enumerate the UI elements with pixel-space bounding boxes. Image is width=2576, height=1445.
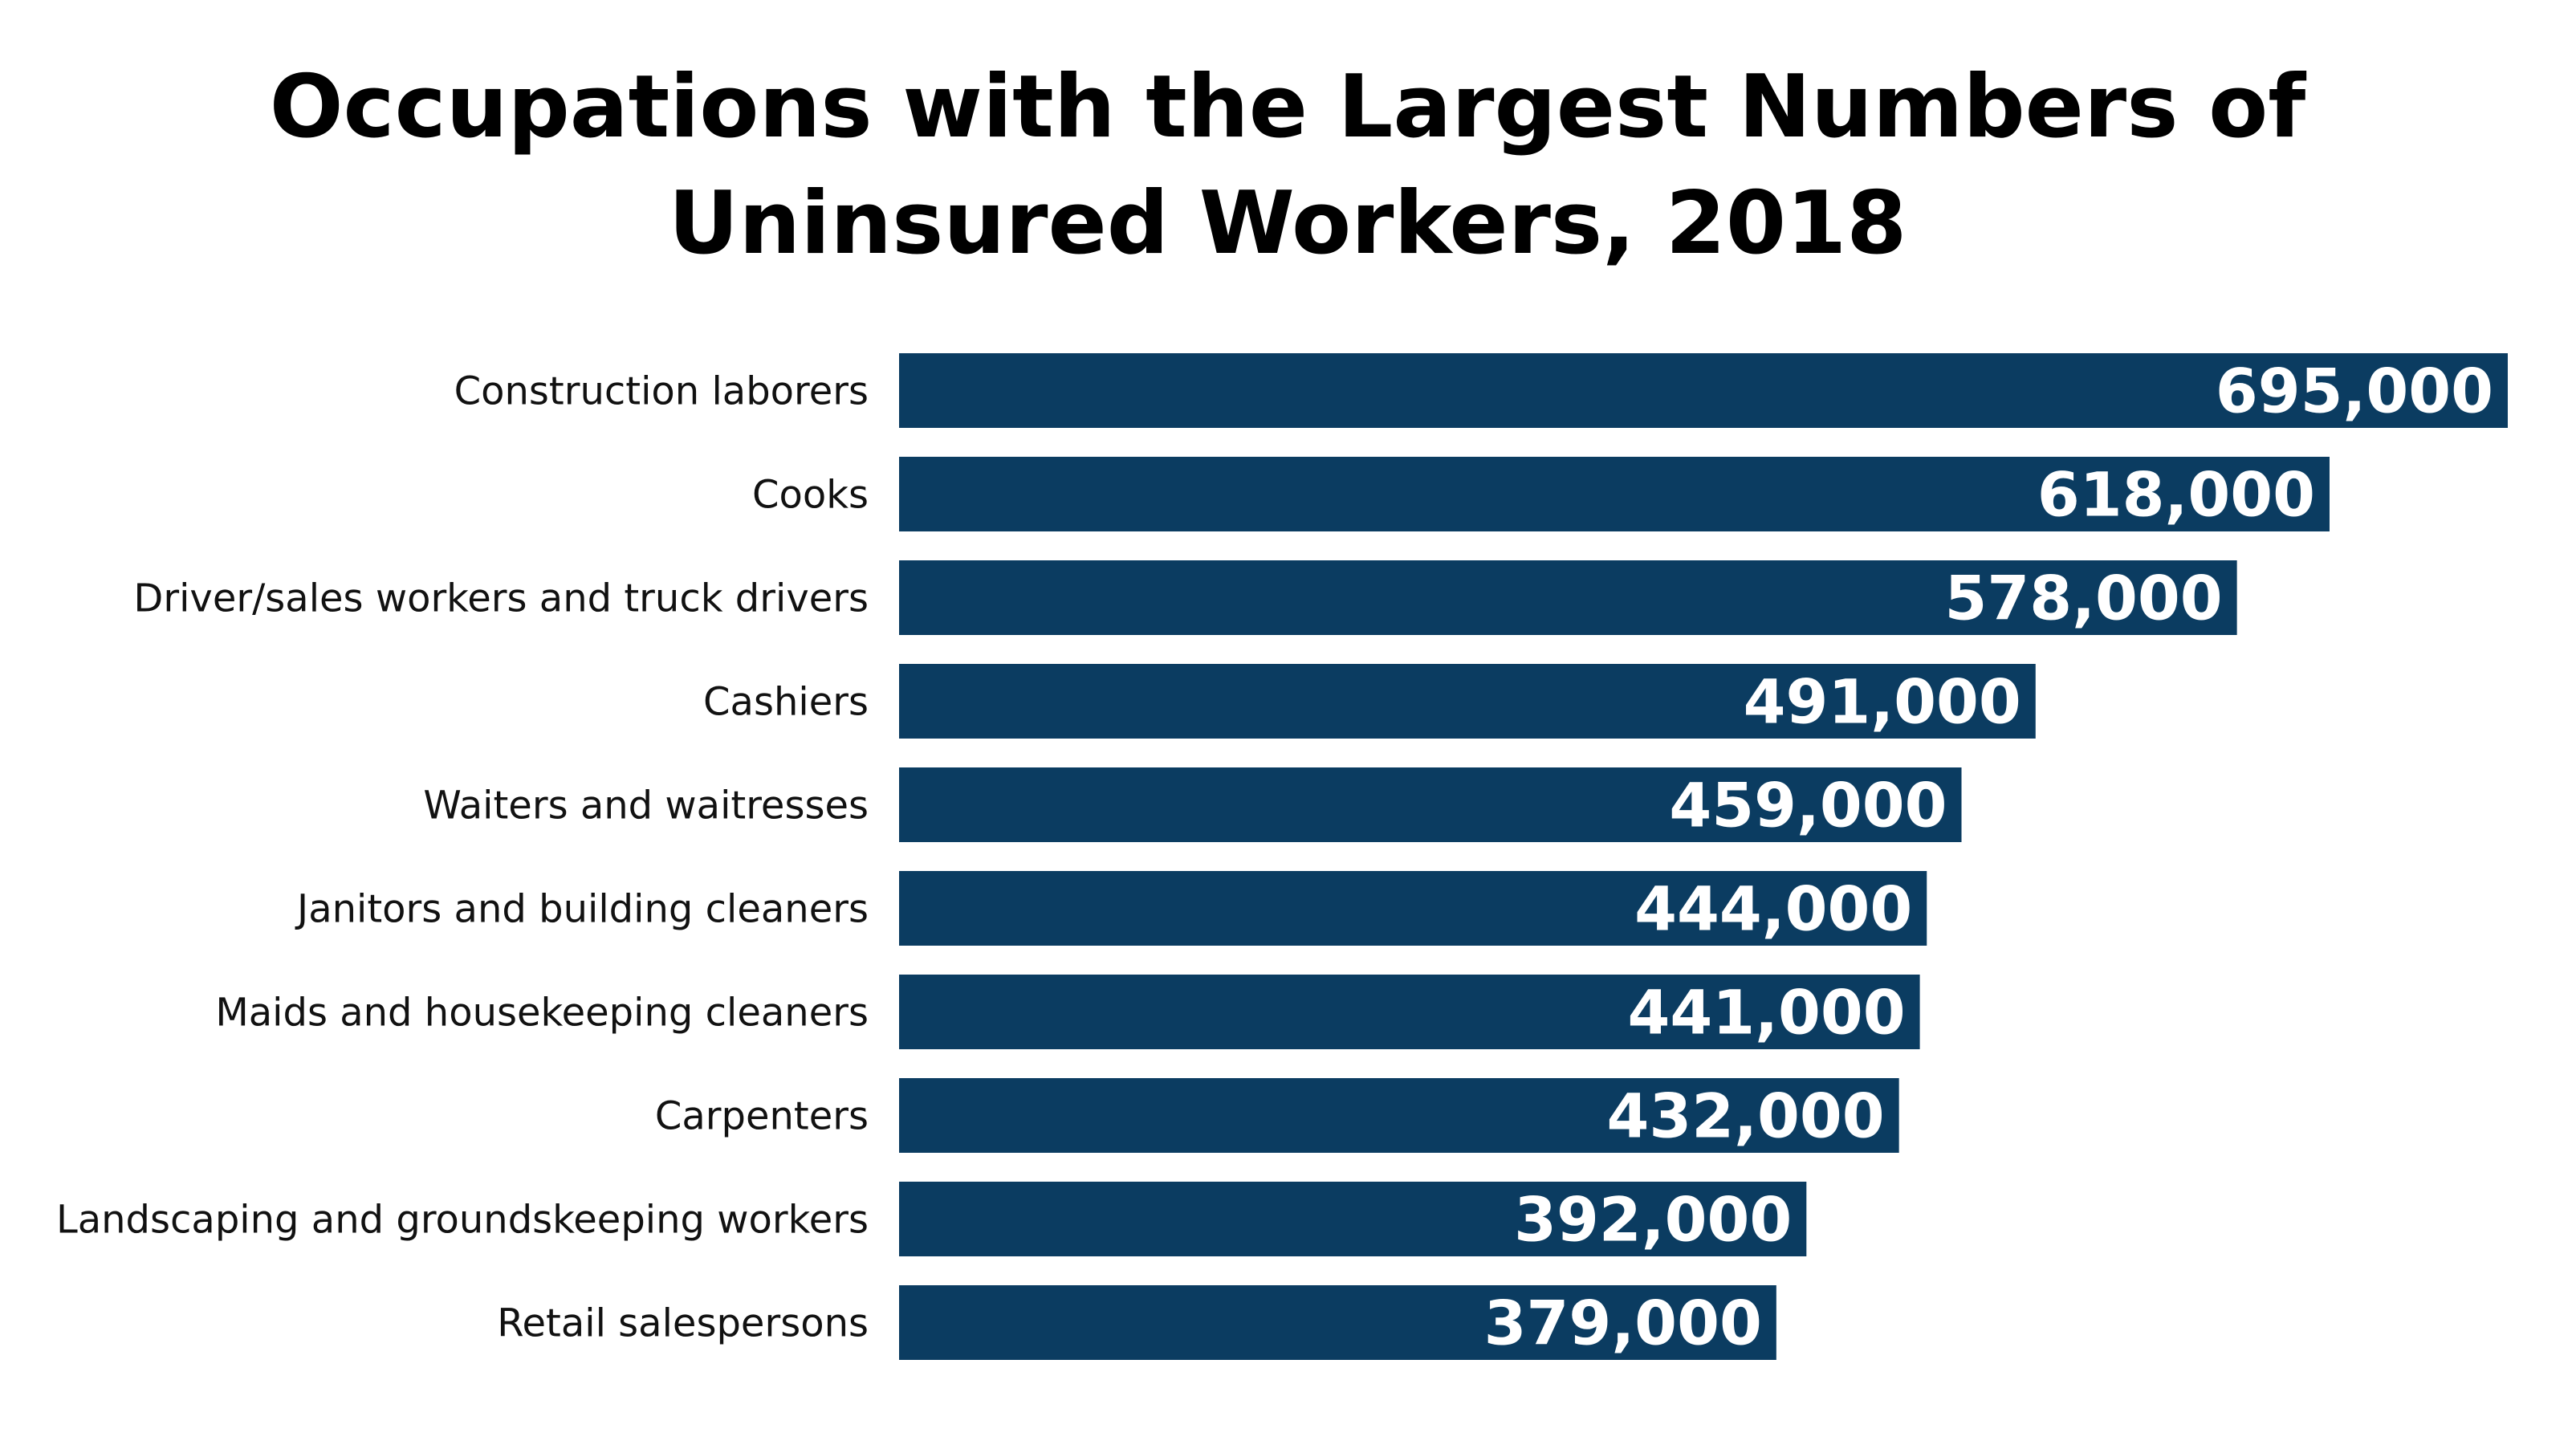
value-label-5: 444,000	[1634, 873, 1912, 945]
category-label-2: Driver/sales workers and truck drivers	[133, 576, 869, 621]
bar-3	[899, 664, 2036, 739]
value-label-7: 432,000	[1606, 1081, 1884, 1152]
chart-title-line-2: Uninsured Workers, 2018	[669, 173, 1907, 274]
value-label-0: 695,000	[2216, 356, 2493, 427]
bar-7	[899, 1078, 1899, 1153]
bar-2	[899, 560, 2237, 635]
category-label-9: Retail salespersons	[497, 1301, 869, 1346]
category-label-5: Janitors and building cleaners	[295, 887, 869, 932]
category-label-3: Cashiers	[703, 680, 869, 725]
category-label-7: Carpenters	[655, 1094, 869, 1139]
bar-4	[899, 767, 1962, 842]
value-label-6: 441,000	[1627, 977, 1905, 1048]
bar-6	[899, 975, 1920, 1049]
value-label-4: 459,000	[1669, 770, 1947, 841]
value-label-9: 379,000	[1484, 1288, 1762, 1359]
value-label-8: 392,000	[1514, 1184, 1792, 1256]
bars-layer: Construction laborers 695,000 Cooks 618,000…	[56, 353, 2508, 1360]
chart-title: Occupations with the Largest Numbers of …	[270, 57, 2307, 274]
bar-8	[899, 1182, 1807, 1256]
bar-5	[899, 871, 1927, 946]
bar-1	[899, 457, 2330, 531]
bar-0	[899, 353, 2508, 428]
chart-title-line-1: Occupations with the Largest Numbers of	[270, 57, 2307, 157]
category-label-1: Cooks	[752, 473, 869, 518]
value-label-2: 578,000	[1944, 563, 2222, 634]
category-label-6: Maids and housekeeping cleaners	[215, 991, 869, 1036]
category-label-4: Waiters and waitresses	[423, 784, 869, 828]
value-label-3: 491,000	[1744, 666, 2021, 738]
value-label-1: 618,000	[2037, 459, 2315, 531]
category-label-8: Landscaping and groundskeeping workers	[56, 1198, 869, 1243]
category-label-0: Construction laborers	[454, 369, 869, 414]
bar-9	[899, 1285, 1776, 1360]
